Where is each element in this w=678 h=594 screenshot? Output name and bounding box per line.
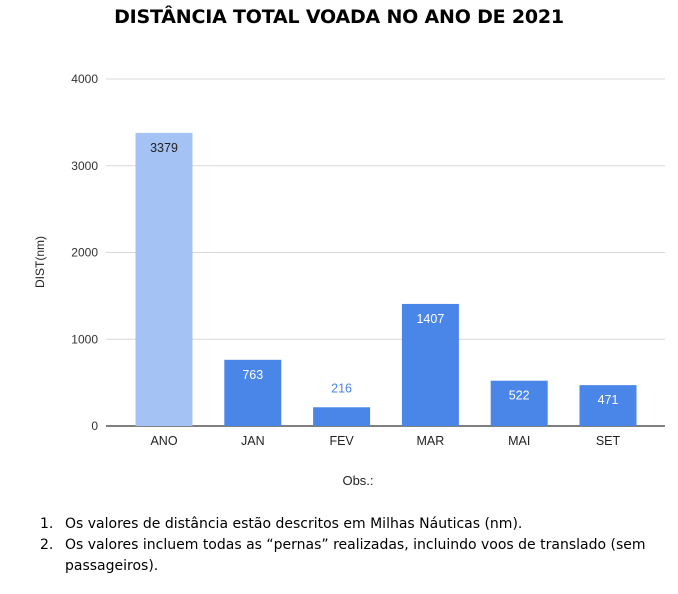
x-tick-labels: ANO JAN FEV MAR MAI SET [150,434,620,448]
x-tick-label: MAR [417,434,445,448]
bar-chart: 0 1000 2000 3000 4000 3379 763 216 1407 522 471 A… [33,72,665,488]
data-label: 216 [331,381,352,395]
bar-ano [135,132,193,426]
bar-fev [313,407,371,426]
bar-jan [224,359,282,426]
gridlines [106,78,665,427]
x-axis-label: Obs.: [342,473,373,488]
y-tick-label: 0 [91,419,98,433]
y-tick-label: 3000 [71,159,98,173]
data-label: 1407 [416,312,444,326]
note-text: Os valores de distância estão descritos … [65,516,523,532]
y-tick-label: 4000 [71,72,98,86]
y-tick-label: 2000 [71,246,98,260]
chart-title: DISTÂNCIA TOTAL VOADA NO ANO DE 2021 [114,6,564,28]
x-tick-label: MAI [508,434,530,448]
x-tick-label: ANO [150,434,177,448]
note-text: Os valores incluem todas as “pernas” rea… [65,537,646,574]
data-label: 3379 [150,141,178,155]
x-tick-label: SET [596,434,621,448]
y-tick-label: 1000 [71,332,98,346]
note-item-2: 2. Os valores incluem todas as “pernas” r… [40,537,646,574]
y-axis-label: DIST(nm) [33,236,47,288]
x-tick-label: JAN [241,434,265,448]
bar-mar [401,303,459,426]
data-label: 763 [242,368,263,382]
data-label: 522 [509,389,530,403]
data-label: 471 [598,393,619,407]
bar-mai [490,380,548,426]
bar-set [579,385,637,426]
y-tick-labels: 0 1000 2000 3000 4000 [71,72,98,433]
x-tick-label: FEV [329,434,354,448]
bars: 3379 763 216 1407 522 471 [135,132,637,426]
notes-list: 1. Os valores de distância estão descrito… [40,514,660,577]
note-item-1: 1. Os valores de distância estão descrito… [40,516,523,532]
